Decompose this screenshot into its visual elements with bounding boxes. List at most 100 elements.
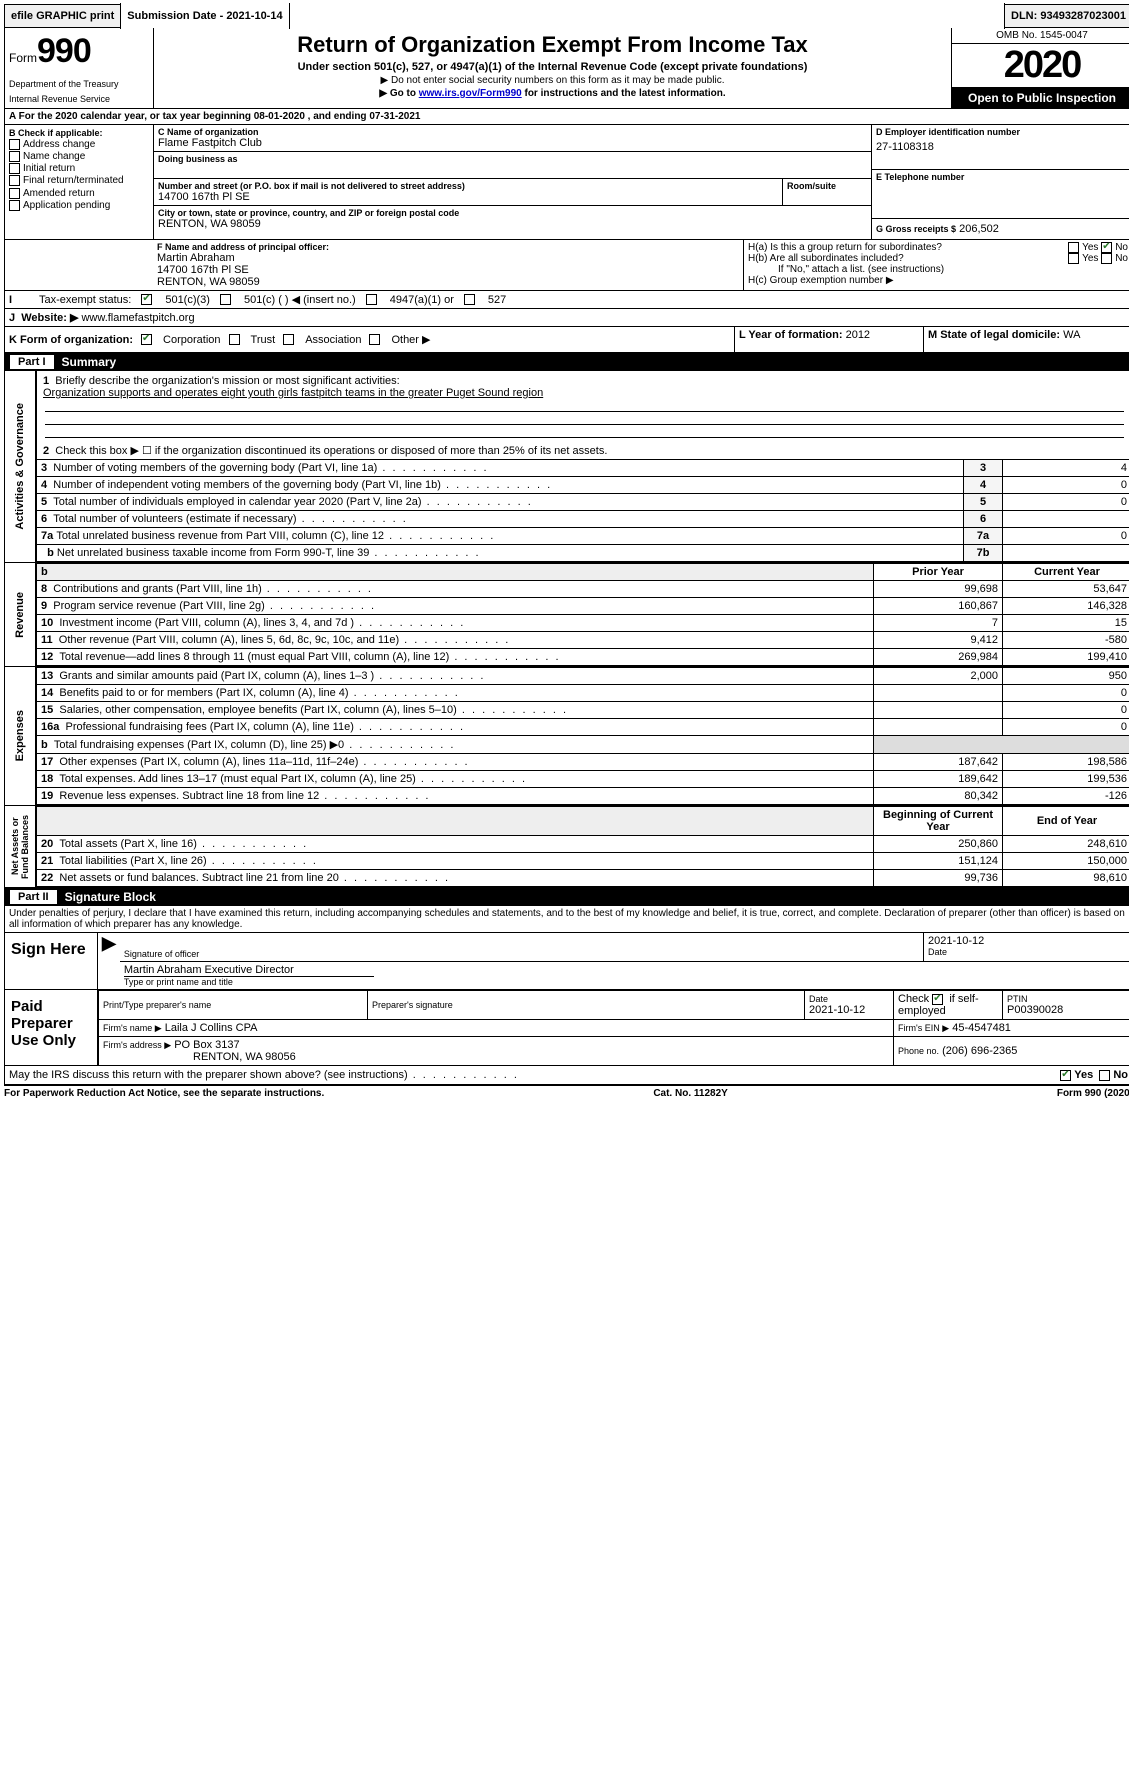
year-block: OMB No. 1545-0047 2020 Open to Public In… (951, 28, 1129, 108)
end-year-hdr: End of Year (1003, 807, 1129, 836)
ein-value: 27-1108318 (876, 141, 1128, 153)
ck-501c[interactable] (220, 294, 231, 305)
line-21-current: 150,000 (1003, 853, 1129, 870)
irs-link[interactable]: www.irs.gov/Form990 (419, 88, 522, 99)
firm-ein-label: Firm's EIN ▶ (898, 1023, 949, 1033)
l6v (1003, 511, 1129, 528)
firm-addr1: PO Box 3137 (174, 1039, 239, 1051)
ptin-val: P00390028 (1007, 1004, 1127, 1016)
l3v: 4 (1003, 460, 1129, 477)
ck-assoc[interactable] (283, 334, 294, 345)
b-label: B Check if applicable: (9, 128, 149, 138)
line-10-desc: Investment income (Part VIII, column (A)… (59, 617, 465, 629)
gross-receipts: 206,502 (959, 223, 999, 235)
sig-date-label: Date (928, 947, 1128, 957)
ck-501c3[interactable] (141, 294, 152, 305)
firm-name: Laila J Collins CPA (165, 1022, 258, 1034)
line-15-desc: Salaries, other compensation, employee b… (59, 704, 568, 716)
e-phone-label: E Telephone number (876, 172, 1128, 182)
firm-addr-label: Firm's address ▶ (103, 1040, 171, 1050)
line-19-desc: Revenue less expenses. Subtract line 18 … (59, 790, 430, 802)
footer-form: Form 990 (2020) (1057, 1088, 1129, 1099)
begin-year-hdr: Beginning of Current Year (874, 807, 1003, 836)
prior-year-hdr: Prior Year (874, 564, 1003, 581)
line-16a-desc: Professional fundraising fees (Part IX, … (65, 721, 465, 733)
l5: Total number of individuals employed in … (53, 496, 533, 508)
ck-name-change[interactable]: Name change (9, 151, 149, 162)
city-label: City or town, state or province, country… (158, 208, 867, 218)
form-title: Return of Organization Exempt From Incom… (162, 32, 943, 58)
form-title-block: Return of Organization Exempt From Incom… (154, 28, 951, 108)
ck-final-return[interactable]: Final return/terminated (9, 175, 149, 186)
ck-527[interactable] (464, 294, 475, 305)
officer-name: Martin Abraham (157, 252, 739, 264)
irs-label: Internal Revenue Service (9, 94, 149, 104)
part2-header: Part IISignature Block (4, 888, 1129, 906)
f-officer-label: F Name and address of principal officer: (157, 242, 739, 252)
addr-label: Number and street (or P.O. box if mail i… (158, 181, 778, 191)
prep-date: 2021-10-12 (809, 1004, 889, 1016)
ck-address-change[interactable]: Address change (9, 139, 149, 150)
discuss-no[interactable] (1099, 1070, 1110, 1081)
ck-initial-return[interactable]: Initial return (9, 163, 149, 174)
line-16a-prior (874, 719, 1003, 736)
officer-typed-name: Martin Abraham Executive Director (124, 964, 374, 977)
prep-sig-label: Preparer's signature (372, 1000, 800, 1010)
c-name-label: C Name of organization (158, 127, 867, 137)
mission-text: Organization supports and operates eight… (43, 387, 543, 399)
l4: Number of independent voting members of … (53, 479, 552, 491)
hb-yes[interactable] (1068, 253, 1079, 264)
ck-amended-return[interactable]: Amended return (9, 188, 149, 199)
ck-app-pending[interactable]: Application pending (9, 200, 149, 211)
line-11-prior: 9,412 (874, 632, 1003, 649)
hc-label: H(c) Group exemption number ▶ (748, 275, 1128, 286)
line-12-current: 199,410 (1003, 649, 1129, 666)
l7b: Net unrelated business taxable income fr… (57, 547, 481, 559)
hb-no[interactable] (1101, 253, 1112, 264)
line-21-prior: 151,124 (874, 853, 1003, 870)
ck-corp[interactable] (141, 334, 152, 345)
line-12-prior: 269,984 (874, 649, 1003, 666)
open-to-public: Open to Public Inspection (952, 88, 1129, 108)
room-suite-label: Room/suite (787, 181, 867, 191)
l7av: 0 (1003, 528, 1129, 545)
line-16a-current: 0 (1003, 719, 1129, 736)
ha-no[interactable] (1101, 242, 1112, 253)
officer-addr: 14700 167th Pl SE (157, 264, 739, 276)
efile-graphic-label[interactable]: efile GRAPHIC print (5, 3, 121, 29)
l2-text: Check this box ▶ ☐ if the organization d… (55, 445, 607, 457)
efile-top-bar: efile GRAPHIC print Submission Date - 20… (4, 4, 1129, 28)
form-subtitle: Under section 501(c), 527, or 4947(a)(1)… (162, 61, 943, 73)
line-b-shade (874, 736, 1129, 754)
dept-treasury: Department of the Treasury (9, 79, 149, 89)
ha-yes[interactable] (1068, 242, 1079, 253)
sig-date: 2021-10-12 (928, 935, 1128, 947)
paid-preparer-label: Paid Preparer Use Only (5, 990, 98, 1065)
section-b-checkboxes: B Check if applicable: Address change Na… (5, 125, 154, 239)
form-note-ssn: ▶ Do not enter social security numbers o… (162, 75, 943, 86)
line-18-desc: Total expenses. Add lines 13–17 (must eq… (59, 773, 527, 785)
line-13-current: 950 (1003, 668, 1129, 685)
line-b-desc: Total fundraising expenses (Part IX, col… (54, 739, 456, 751)
officer-city: RENTON, WA 98059 (157, 276, 739, 288)
discuss-question: May the IRS discuss this return with the… (9, 1069, 519, 1081)
l7bv (1003, 545, 1129, 562)
side-revenue: Revenue (5, 563, 37, 666)
ck-other[interactable] (369, 334, 380, 345)
website-label: Website: ▶ (21, 312, 78, 324)
line-17-current: 198,586 (1003, 754, 1129, 771)
dln-label: DLN: 93493287023001 (1004, 3, 1129, 29)
ck-4947[interactable] (366, 294, 377, 305)
l4v: 0 (1003, 477, 1129, 494)
ck-self-employed[interactable] (932, 994, 943, 1005)
arrow-icon: ▶ (98, 933, 120, 989)
discuss-yes[interactable] (1060, 1070, 1071, 1081)
ck-trust[interactable] (229, 334, 240, 345)
firm-phone-label: Phone no. (898, 1046, 939, 1056)
l5v: 0 (1003, 494, 1129, 511)
line-14-current: 0 (1003, 685, 1129, 702)
line-9-current: 146,328 (1003, 598, 1129, 615)
prep-name-label: Print/Type preparer's name (103, 1000, 363, 1010)
line-20-current: 248,610 (1003, 836, 1129, 853)
firm-ein: 45-4547481 (952, 1022, 1011, 1034)
